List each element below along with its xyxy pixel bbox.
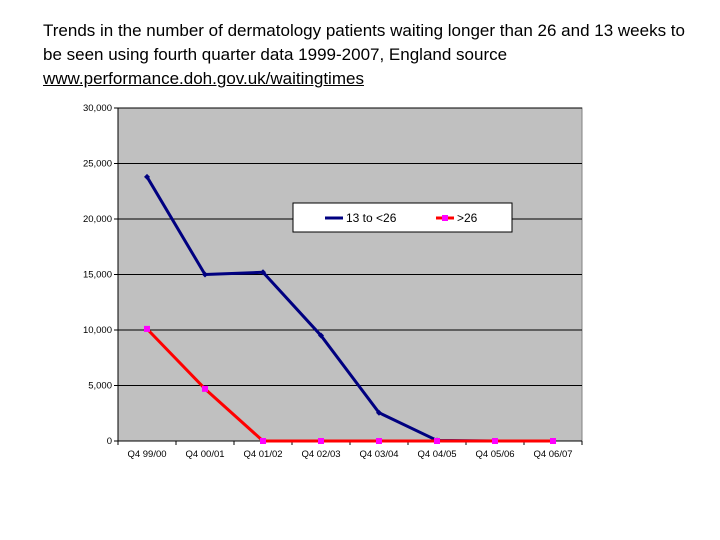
data-point <box>318 438 324 444</box>
y-tick-label: 10,000 <box>83 325 112 336</box>
x-tick-label: Q4 99/00 <box>127 449 166 460</box>
source-link[interactable]: www.performance.doh.gov.uk/waitingtimes <box>43 69 364 88</box>
data-point <box>550 438 556 444</box>
x-tick-label: Q4 00/01 <box>185 449 224 460</box>
series-line-over-26 <box>145 327 553 443</box>
data-point <box>492 438 498 444</box>
legend-label: 13 to <26 <box>346 211 397 225</box>
y-tick-label: 20,000 <box>83 214 112 225</box>
y-tick-label: 0 <box>107 436 112 447</box>
data-point <box>376 438 382 444</box>
x-tick-label: Q4 02/03 <box>301 449 340 460</box>
data-point <box>260 438 266 444</box>
legend-label: >26 <box>457 211 478 225</box>
y-tick-label: 5,000 <box>88 381 112 392</box>
legend: 13 to <26 >26 <box>292 202 513 233</box>
x-tick-label: Q4 01/02 <box>243 449 282 460</box>
data-point <box>144 325 150 332</box>
legend-marker <box>442 215 448 221</box>
title-text: Trends in the number of dermatology pati… <box>43 21 685 64</box>
data-point <box>434 438 440 444</box>
x-tick-label: Q4 05/06 <box>475 449 514 460</box>
data-point <box>260 269 266 276</box>
data-point <box>318 332 324 339</box>
data-point <box>202 385 208 392</box>
y-tick-label: 15,000 <box>83 270 112 281</box>
data-point <box>202 271 208 278</box>
y-tick-label: 25,000 <box>83 159 112 170</box>
data-point <box>144 173 150 180</box>
x-tick-label: Q4 06/07 <box>533 449 572 460</box>
chart-title: Trends in the number of dermatology pati… <box>43 19 703 91</box>
y-tick-label: 30,000 <box>83 103 112 114</box>
data-point <box>376 409 382 416</box>
x-tick-label: Q4 04/05 <box>417 449 456 460</box>
x-tick-label: Q4 03/04 <box>359 449 398 460</box>
